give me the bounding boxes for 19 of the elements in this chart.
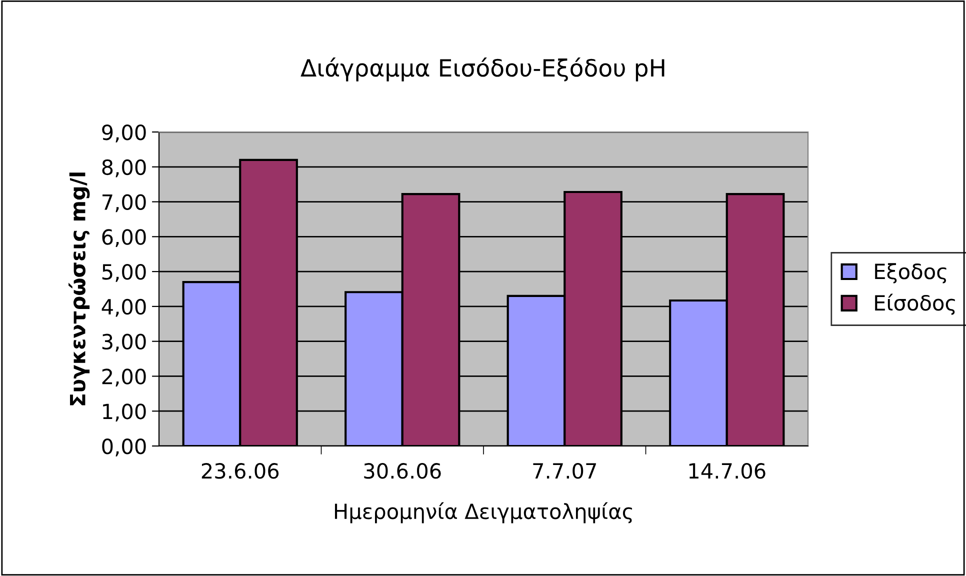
y-tick-label: 8,00 <box>102 159 146 178</box>
y-tick-label: 0,00 <box>102 438 146 456</box>
x-tick-label: 14.7.06 <box>689 463 766 479</box>
x-axis-title: Ημερομηνία Δειγματοληψίας <box>334 502 632 524</box>
x-tick-label: 30.6.06 <box>364 463 441 479</box>
x-tick-label: 23.6.06 <box>202 463 279 479</box>
y-axis-title: Συγκεντρώσεις mg/l <box>68 172 90 406</box>
y-tick-label: 2,00 <box>102 368 146 387</box>
y-tick-label: 6,00 <box>102 229 146 248</box>
x-tick-label: 7.7.07 <box>533 463 596 479</box>
legend-label: Εξοδος <box>875 263 946 284</box>
y-tick-label: 9,00 <box>102 124 146 142</box>
chart-title: Διάγραμμα Εισόδου-Εξόδου pH <box>300 58 664 82</box>
legend-label: Είσοδος <box>875 294 955 315</box>
y-tick-label: 4,00 <box>102 298 146 317</box>
y-tick-label: 3,00 <box>102 334 146 352</box>
y-tick-label: 1,00 <box>103 404 146 422</box>
y-tick-label: 5,00 <box>102 264 146 282</box>
y-tick-label: 7,00 <box>102 194 146 212</box>
